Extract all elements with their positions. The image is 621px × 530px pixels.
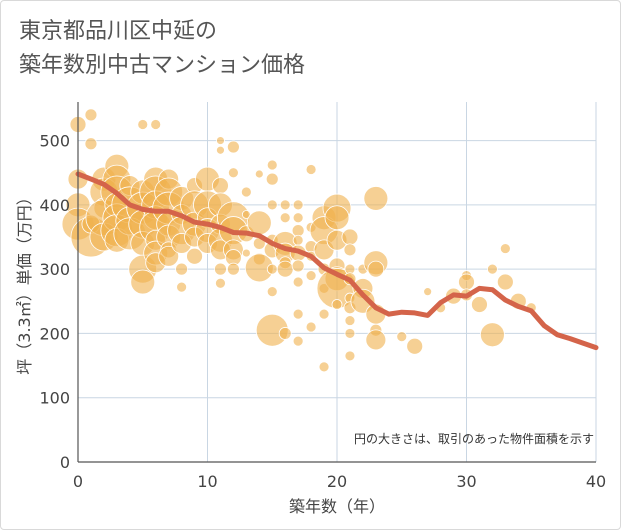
- data-point: [254, 169, 264, 179]
- data-point: [363, 186, 389, 211]
- chart-title: 東京都品川区中延の 築年数別中古マンション価格: [19, 15, 305, 83]
- data-point: [471, 296, 488, 313]
- y-tick-labels: 0 100 200 300 400 500: [39, 132, 70, 472]
- data-point: [365, 329, 387, 351]
- data-point: [266, 159, 278, 171]
- data-point: [214, 262, 227, 276]
- y-tick-label: 100: [39, 389, 70, 408]
- data-point: [186, 247, 203, 265]
- data-point: [344, 328, 356, 339]
- data-point: [458, 273, 475, 291]
- data-point: [305, 164, 317, 175]
- data-point: [318, 308, 330, 320]
- y-tick-label: 300: [39, 260, 70, 279]
- chart-title-line-1: 東京都品川区中延の: [19, 19, 218, 44]
- data-point: [266, 199, 278, 211]
- y-axis-label: 坪（3.3㎡）単価（万円）: [15, 189, 34, 374]
- data-point: [278, 327, 292, 340]
- data-point: [291, 224, 305, 237]
- data-point: [279, 212, 291, 224]
- x-tick-label: 0: [73, 472, 83, 491]
- data-point: [175, 262, 189, 276]
- data-point: [318, 361, 330, 373]
- x-tick-label: 40: [586, 472, 606, 491]
- data-point: [84, 137, 98, 151]
- data-point: [216, 136, 225, 145]
- data-point: [499, 243, 511, 254]
- data-point: [479, 322, 505, 348]
- data-point: [241, 248, 251, 258]
- data-point: [276, 260, 294, 278]
- data-point: [367, 260, 385, 278]
- data-point: [292, 335, 304, 347]
- data-point: [341, 228, 359, 246]
- data-point: [331, 299, 343, 310]
- data-point: [396, 331, 408, 343]
- x-tick-label: 20: [327, 472, 347, 491]
- data-point: [344, 350, 356, 362]
- axes: [77, 102, 596, 463]
- data-point: [292, 234, 304, 246]
- data-point: [227, 167, 239, 179]
- x-tick-label: 10: [197, 472, 217, 491]
- trend-line: [75, 171, 599, 351]
- data-point: [226, 140, 240, 154]
- data-point: [215, 277, 226, 289]
- data-point: [246, 210, 272, 236]
- y-tick-label: 400: [39, 196, 70, 215]
- data-point: [266, 286, 278, 298]
- data-point: [137, 119, 149, 130]
- data-point: [150, 119, 162, 130]
- data-point: [158, 245, 180, 267]
- bubble-layer: [61, 108, 537, 373]
- x-axis-label: 築年数（年）: [289, 497, 385, 516]
- data-point: [130, 269, 156, 295]
- data-point: [292, 308, 304, 320]
- data-point: [292, 276, 304, 288]
- y-tick-label: 500: [39, 132, 70, 151]
- y-tick-label: 0: [60, 453, 70, 472]
- y-tick-label: 200: [39, 324, 70, 343]
- data-point: [423, 287, 433, 297]
- x-tick-label: 30: [456, 472, 476, 491]
- data-point: [176, 281, 188, 293]
- data-point: [324, 205, 350, 231]
- data-point: [406, 337, 424, 355]
- data-point: [305, 321, 317, 333]
- data-point: [226, 262, 240, 276]
- data-point: [279, 199, 291, 211]
- bubble-size-note: 円の大きさは、取引のあった物件面積を示す: [354, 431, 594, 446]
- data-point: [240, 186, 252, 198]
- data-point: [486, 263, 498, 275]
- data-point: [343, 243, 357, 257]
- data-point: [344, 315, 356, 326]
- x-tick-labels: 0 10 20 30 40: [73, 472, 606, 491]
- data-point: [265, 172, 279, 186]
- data-point: [292, 212, 304, 224]
- chart-title-line-2: 築年数別中古マンション価格: [19, 53, 306, 78]
- data-point: [305, 270, 317, 281]
- data-point: [212, 177, 229, 194]
- data-point: [266, 263, 278, 275]
- data-point: [291, 259, 305, 273]
- data-point: [292, 199, 304, 211]
- data-point: [84, 108, 98, 122]
- data-point: [496, 273, 514, 291]
- data-point: [216, 145, 225, 155]
